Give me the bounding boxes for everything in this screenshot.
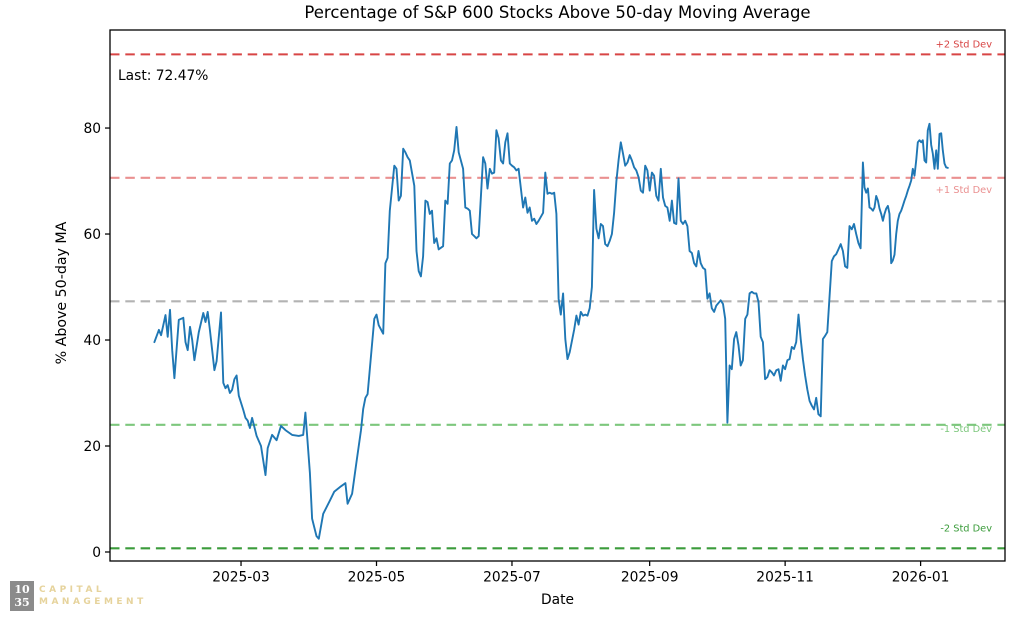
chart-title: Percentage of S&P 600 Stocks Above 50-da… [304,3,811,22]
x-tick-label: 2026-01 [892,570,950,586]
y-tick-label: 20 [83,439,101,455]
logo-name-line1: CAPITAL [39,585,106,595]
logo-number-bottom: 35 [14,596,30,609]
plot-spines [109,29,1006,562]
x-axis-label: Date [541,592,574,608]
logo-number-top: 10 [14,583,30,596]
logo-mark: 10 35 [10,581,34,611]
logo-name-line2: MANAGEMENT [39,597,147,607]
x-tick-label: 2025-05 [348,570,406,586]
hline-label-plus-2-std: +2 Std Dev [936,39,993,50]
hline-label-minus-2-std: -2 Std Dev [940,523,992,534]
x-tick-label: 2025-09 [621,570,679,586]
logo: 10 35 CAPITAL MANAGEMENT [10,581,147,611]
y-tick-label: 60 [83,227,101,243]
y-tick-label: 0 [92,545,101,561]
y-tick-label: 80 [83,121,101,137]
x-tick-label: 2025-07 [483,570,541,586]
y-tick-label: 40 [83,333,101,349]
hline-label-minus-1-std: -1 Std Dev [940,424,992,435]
series-line [153,122,949,540]
x-tick-label: 2025-03 [212,570,270,586]
y-axis-label: % Above 50-day MA [54,221,70,365]
last-value-annotation: Last: 72.47% [118,68,209,84]
logo-text: CAPITAL MANAGEMENT [39,581,147,611]
hline-label-plus-1-std: +1 Std Dev [936,185,993,196]
x-tick-label: 2025-11 [756,570,814,586]
